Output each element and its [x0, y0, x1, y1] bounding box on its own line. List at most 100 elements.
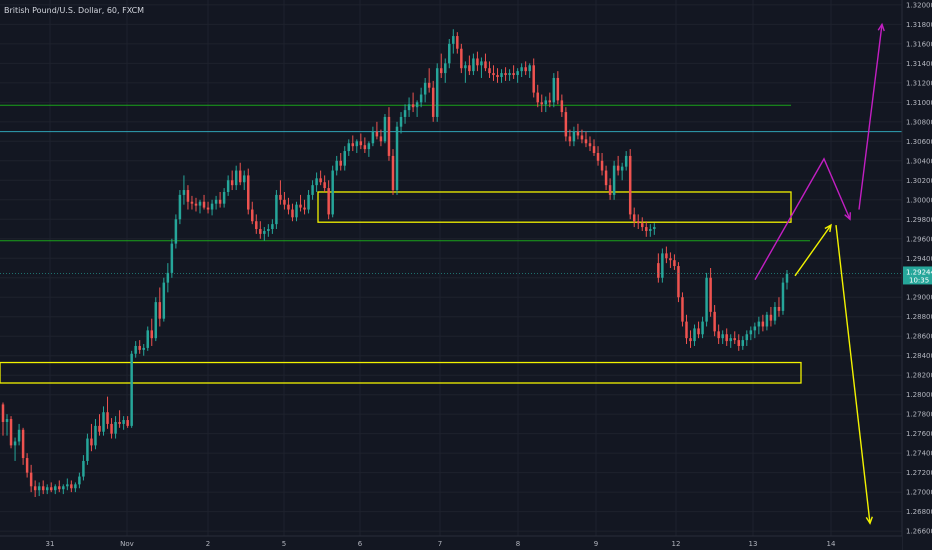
candle-body — [653, 227, 656, 230]
candle-body — [632, 214, 636, 222]
candle-body — [114, 421, 117, 434]
y-tick-label: 1.30800 — [906, 118, 932, 126]
candle-body — [516, 71, 519, 76]
candle-body — [464, 65, 467, 69]
zone-rect — [0, 361, 802, 384]
candle-body — [138, 345, 141, 350]
x-tick-label: 14 — [827, 540, 836, 548]
candle-body — [62, 486, 65, 490]
candle-body — [673, 260, 676, 267]
candle-body — [17, 429, 21, 442]
candle-body — [649, 229, 652, 231]
candle-body — [548, 100, 552, 103]
candle-body — [371, 131, 375, 144]
x-tick-label: 2 — [206, 540, 210, 548]
x-tick-label: 13 — [749, 540, 758, 548]
candle-body — [512, 73, 515, 76]
candle-body — [636, 221, 640, 224]
candle-body — [218, 199, 222, 204]
candle-body — [777, 306, 781, 311]
candle-body — [427, 82, 431, 88]
candle-body — [206, 207, 210, 210]
candle-body — [456, 36, 459, 49]
chart-title: British Pound/U.S. Dollar, 60, FXCM — [4, 6, 144, 15]
y-tick-label: 1.27200 — [906, 469, 932, 477]
candle-body — [259, 229, 262, 234]
zones — [0, 191, 802, 384]
y-tick-label: 1.29800 — [906, 216, 932, 224]
candle-body — [596, 153, 600, 161]
candle-body — [411, 104, 415, 108]
candle-body — [335, 160, 338, 171]
candle-body — [781, 282, 785, 311]
y-tick-label: 1.30600 — [906, 138, 932, 146]
y-tick-label: 1.27600 — [906, 430, 932, 438]
candle-body — [608, 185, 612, 195]
candle-body — [102, 412, 105, 432]
x-tick-label: 7 — [438, 540, 442, 548]
candle-body — [355, 141, 359, 147]
y-tick-label: 1.28400 — [906, 352, 932, 360]
candle-body — [496, 75, 499, 77]
candle-body — [761, 321, 765, 327]
candle-body — [697, 328, 700, 335]
y-tick-label: 1.27800 — [906, 411, 932, 419]
candle-body — [536, 92, 539, 103]
candle-body — [439, 68, 443, 74]
candle-body — [552, 77, 556, 103]
candle-body — [729, 338, 732, 342]
candle-body — [572, 131, 576, 142]
zone-rect — [317, 191, 792, 223]
candle-body — [323, 182, 326, 189]
candle-body — [130, 353, 133, 426]
candle-body — [363, 145, 367, 150]
candle-body — [492, 73, 495, 76]
candle-body — [753, 326, 757, 331]
candle-body — [70, 484, 73, 489]
candle-body — [299, 204, 302, 208]
y-tick-label: 1.28000 — [906, 391, 932, 399]
candle-body — [13, 441, 17, 446]
candle-body — [45, 487, 49, 491]
candle-body — [9, 419, 13, 446]
candle-body — [524, 67, 527, 72]
candle-body — [765, 314, 769, 327]
candle-body — [681, 297, 684, 322]
candle-body — [118, 421, 121, 424]
y-tick-label: 1.30200 — [906, 177, 932, 185]
candle-body — [568, 136, 572, 142]
candle-body — [331, 170, 334, 215]
current-price-text: 1.29244 — [906, 268, 932, 276]
countdown-text: 10:35 — [909, 276, 929, 284]
candle-body — [146, 330, 149, 348]
candle-body — [94, 425, 97, 446]
candle-body — [468, 65, 471, 72]
candle-body — [247, 175, 250, 210]
candle-body — [170, 243, 174, 273]
candle-body — [616, 165, 620, 171]
x-tick-label: 12 — [672, 540, 681, 548]
candle-body — [540, 102, 543, 105]
candle-body — [375, 131, 379, 137]
candle-body — [327, 188, 330, 215]
annotation-arrowhead — [877, 22, 885, 32]
candle-body — [82, 460, 85, 477]
candle-body — [749, 330, 753, 335]
candle-body — [415, 102, 419, 108]
candle-body — [685, 321, 688, 339]
candle-body — [106, 412, 109, 424]
x-tick-label: 9 — [594, 540, 598, 548]
annotation-yellow — [794, 224, 832, 277]
horizontal-lines — [0, 104, 902, 242]
candle-body — [251, 209, 254, 222]
candle-body — [343, 151, 346, 166]
candle-body — [122, 420, 125, 424]
candle-body — [713, 311, 716, 332]
candle-body — [472, 58, 475, 72]
candle-body — [98, 425, 101, 432]
candle-body — [162, 282, 166, 319]
candle-body — [705, 277, 708, 322]
candle-body — [689, 338, 692, 342]
